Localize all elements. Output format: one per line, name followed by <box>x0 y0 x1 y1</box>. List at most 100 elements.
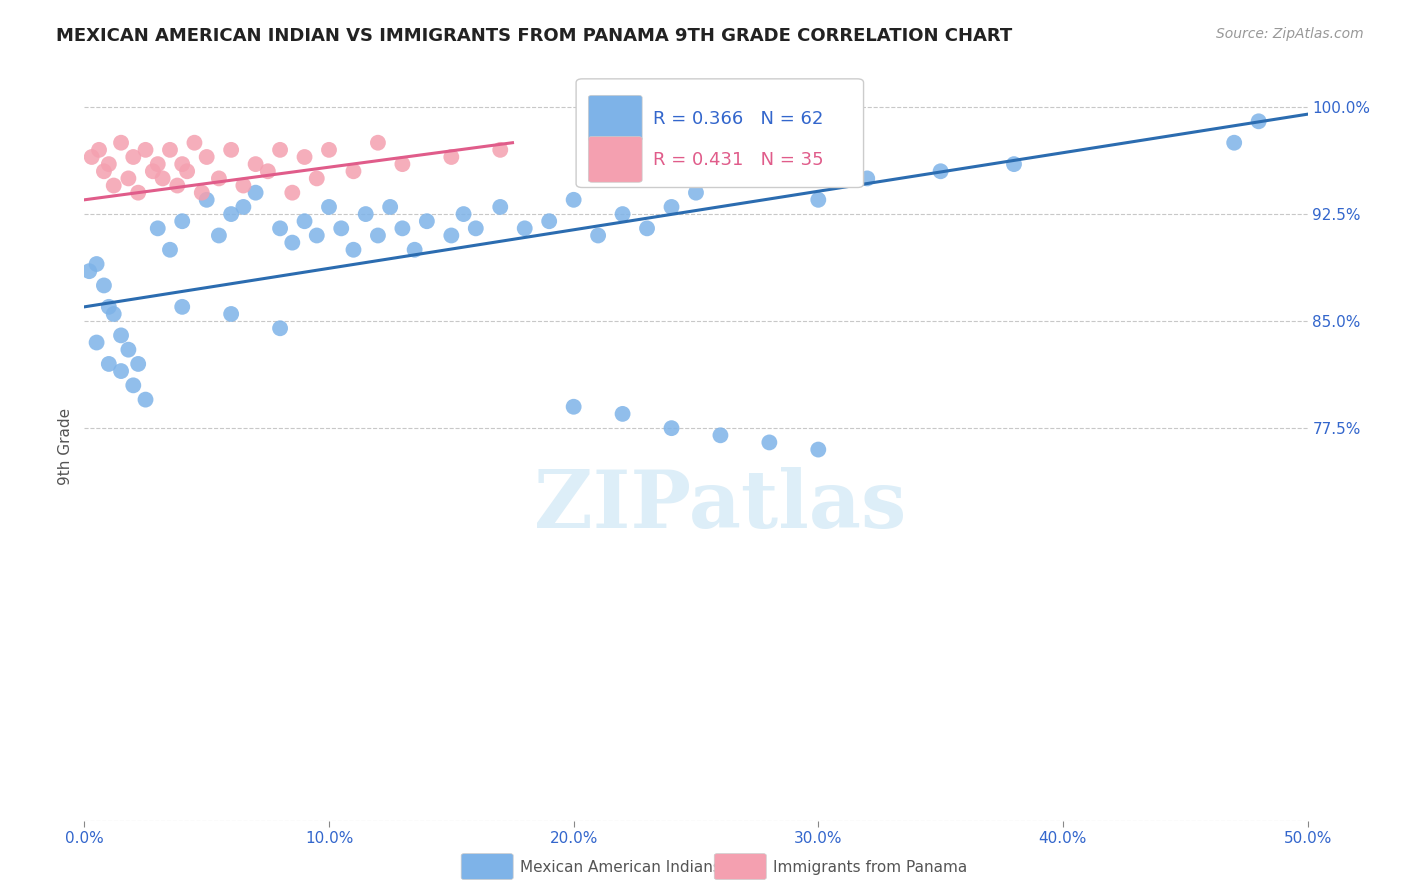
Point <box>97 357 120 371</box>
Text: R = 0.366   N = 62: R = 0.366 N = 62 <box>654 110 824 128</box>
Point <box>245 157 267 171</box>
Point <box>117 343 139 357</box>
Point <box>709 428 731 442</box>
Point <box>1247 114 1270 128</box>
Point <box>142 164 165 178</box>
Point <box>929 164 952 178</box>
Point <box>612 207 634 221</box>
Point <box>135 392 157 407</box>
Point <box>367 136 389 150</box>
Point <box>1223 136 1246 150</box>
Point <box>294 150 316 164</box>
Point <box>367 228 389 243</box>
Point <box>127 186 149 200</box>
Point <box>562 193 585 207</box>
Point <box>86 335 108 350</box>
Point <box>856 171 879 186</box>
Text: ZIPatlas: ZIPatlas <box>534 467 907 545</box>
Point <box>103 307 125 321</box>
Point <box>404 243 426 257</box>
Point <box>380 200 402 214</box>
Point <box>166 178 188 193</box>
Point <box>191 186 214 200</box>
Point <box>318 200 340 214</box>
FancyBboxPatch shape <box>588 136 643 182</box>
Point <box>734 157 756 171</box>
Point <box>219 207 242 221</box>
Point <box>219 307 242 321</box>
Point <box>440 228 463 243</box>
Point <box>77 264 100 278</box>
Point <box>807 442 830 457</box>
Point <box>269 321 291 335</box>
Point <box>172 157 194 171</box>
Point <box>305 171 328 186</box>
Point <box>1002 157 1025 171</box>
Point <box>342 243 364 257</box>
Point <box>159 243 181 257</box>
Point <box>453 207 475 221</box>
Point <box>269 221 291 235</box>
Point <box>464 221 486 235</box>
Point <box>159 143 181 157</box>
Point <box>195 193 218 207</box>
Point <box>318 143 340 157</box>
Point <box>685 186 707 200</box>
Point <box>305 228 328 243</box>
Point <box>110 136 132 150</box>
Y-axis label: 9th Grade: 9th Grade <box>58 408 73 484</box>
Point <box>172 300 194 314</box>
Point <box>440 150 463 164</box>
Point <box>391 221 413 235</box>
Text: Source: ZipAtlas.com: Source: ZipAtlas.com <box>1216 27 1364 41</box>
Point <box>562 400 585 414</box>
Point <box>758 435 780 450</box>
Point <box>80 150 103 164</box>
Point <box>342 164 364 178</box>
Point <box>152 171 174 186</box>
Point <box>489 200 512 214</box>
Point <box>294 214 316 228</box>
Point <box>416 214 439 228</box>
Point <box>172 214 194 228</box>
Point <box>97 157 120 171</box>
Point <box>232 200 254 214</box>
Point <box>122 378 145 392</box>
Point <box>489 143 512 157</box>
Point <box>661 200 683 214</box>
Point <box>127 357 149 371</box>
Point <box>636 221 658 235</box>
Point <box>354 207 377 221</box>
FancyBboxPatch shape <box>576 78 863 187</box>
Point <box>86 257 108 271</box>
Point <box>208 171 231 186</box>
Point <box>93 164 115 178</box>
Point <box>93 278 115 293</box>
Point <box>110 364 132 378</box>
Text: MEXICAN AMERICAN INDIAN VS IMMIGRANTS FROM PANAMA 9TH GRADE CORRELATION CHART: MEXICAN AMERICAN INDIAN VS IMMIGRANTS FR… <box>56 27 1012 45</box>
Point <box>232 178 254 193</box>
FancyBboxPatch shape <box>588 95 643 141</box>
Point <box>117 171 139 186</box>
Point <box>97 300 120 314</box>
Point <box>612 407 634 421</box>
Point <box>513 221 536 235</box>
Point <box>281 186 304 200</box>
Point <box>146 157 169 171</box>
Point <box>122 150 145 164</box>
Point <box>807 193 830 207</box>
Point <box>245 186 267 200</box>
Point <box>135 143 157 157</box>
Point <box>538 214 561 228</box>
Point <box>219 143 242 157</box>
Point <box>391 157 413 171</box>
Point <box>269 143 291 157</box>
Point <box>330 221 353 235</box>
Text: Mexican American Indians: Mexican American Indians <box>520 860 721 874</box>
Point <box>146 221 169 235</box>
Point <box>110 328 132 343</box>
Point <box>195 150 218 164</box>
Point <box>103 178 125 193</box>
Point <box>176 164 198 178</box>
Text: Immigrants from Panama: Immigrants from Panama <box>773 860 967 874</box>
